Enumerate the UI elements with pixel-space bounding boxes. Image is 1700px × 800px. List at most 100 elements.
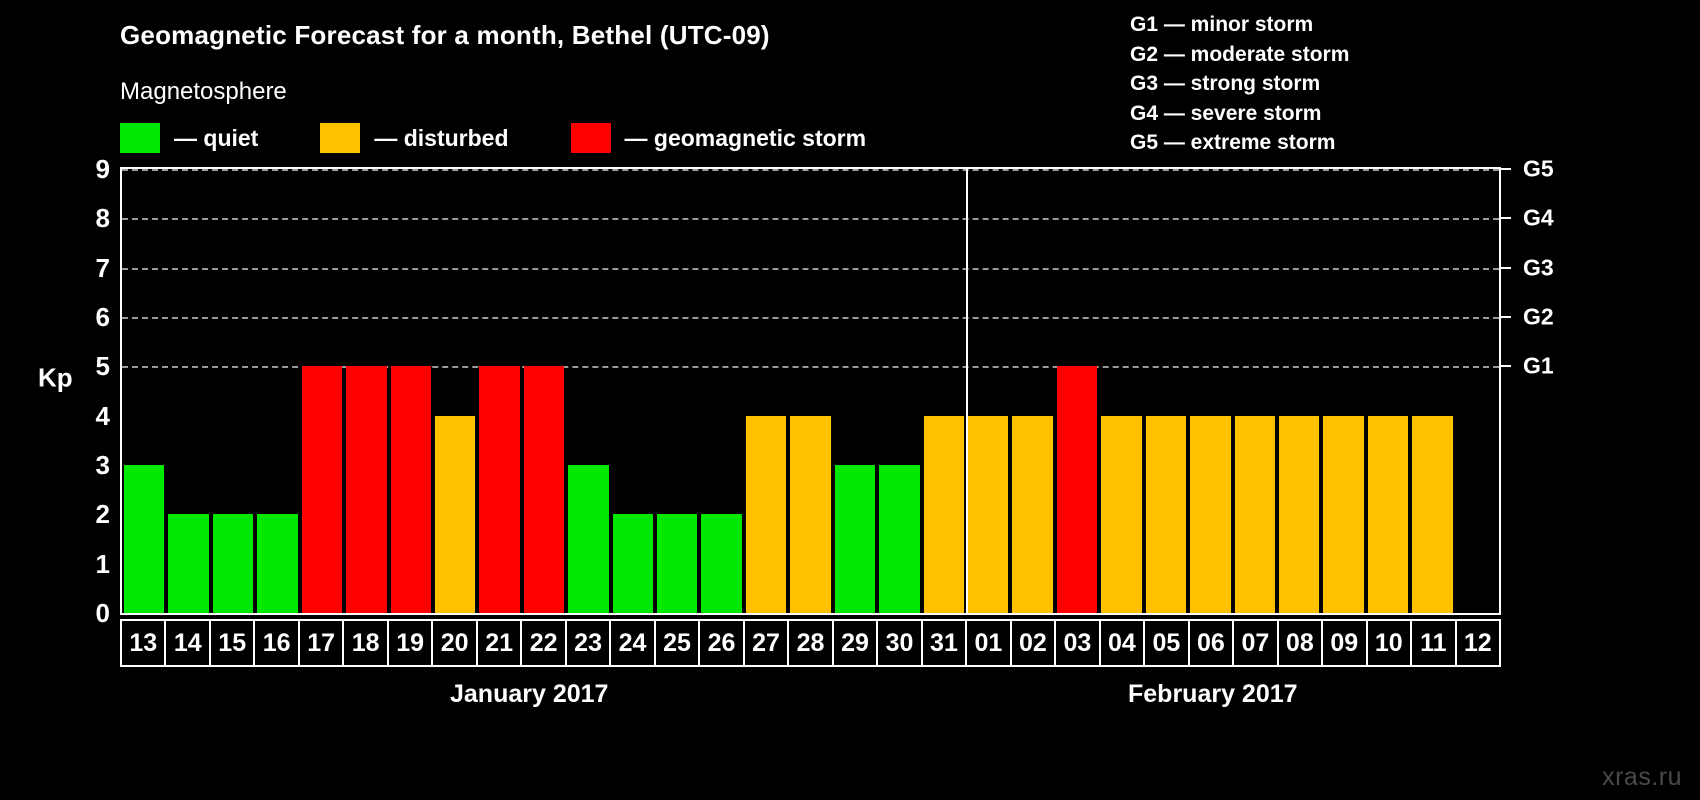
day-cell[interactable]: 11 [1410, 619, 1457, 667]
bar [1323, 415, 1364, 613]
day-cell[interactable]: 16 [253, 619, 300, 667]
bar-cell [1055, 169, 1099, 613]
bar [1145, 415, 1187, 613]
day-cell[interactable]: 02 [1009, 619, 1057, 667]
y-tick-label: 5 [95, 351, 110, 382]
bar-cell [655, 169, 699, 613]
bars [122, 169, 1499, 613]
bar-cell [1410, 169, 1454, 613]
g-axis: G1 G2 G3 G4 G5 [1501, 157, 1631, 615]
bar [968, 415, 1009, 613]
g-tick-label: G4 [1523, 204, 1554, 231]
day-cell[interactable]: 06 [1187, 619, 1235, 667]
day-label: 27 [752, 628, 780, 657]
bar-cell [566, 169, 610, 613]
y-axis-title: Kp [38, 362, 73, 393]
day-cell[interactable]: 22 [520, 619, 567, 667]
day-cell[interactable]: 03 [1054, 619, 1101, 667]
day-cell[interactable]: 30 [876, 619, 923, 667]
bar-cell [611, 169, 655, 613]
day-cell[interactable]: 25 [653, 619, 701, 667]
bar [790, 415, 831, 613]
gridline [122, 169, 1499, 171]
gridline [122, 267, 1499, 270]
y-tick-label: 8 [95, 203, 110, 234]
day-cell[interactable]: 23 [564, 619, 612, 667]
day-cell[interactable]: 10 [1365, 619, 1413, 667]
bar [212, 514, 254, 613]
bar [657, 514, 698, 613]
day-cell[interactable]: 14 [164, 619, 211, 667]
legend: — quiet — disturbed — geomagnetic storm [120, 122, 866, 154]
day-cell[interactable]: 04 [1098, 619, 1146, 667]
bar [1278, 415, 1320, 613]
g-tick-mark [1501, 365, 1511, 368]
bar-cell [1099, 169, 1143, 613]
day-cell[interactable]: 26 [698, 619, 745, 667]
day-cell[interactable]: 13 [120, 619, 167, 667]
bar [1190, 415, 1231, 613]
day-cell[interactable]: 29 [831, 619, 879, 667]
day-cell[interactable]: 27 [742, 619, 790, 667]
day-label: 24 [618, 628, 647, 657]
bar-cell [833, 169, 877, 613]
day-cell[interactable]: 31 [920, 619, 968, 667]
g-tick-label: G3 [1523, 254, 1554, 281]
legend-label-quiet: — quiet [174, 124, 259, 151]
bar [168, 514, 209, 613]
gscale-key-row: G5 — extreme storm [1130, 131, 1336, 154]
plot-area [120, 167, 1501, 615]
day-cell[interactable]: 09 [1321, 619, 1368, 667]
day-cell[interactable]: 07 [1232, 619, 1279, 667]
y-tick-label: 1 [95, 548, 110, 579]
day-label: 04 [1107, 628, 1136, 657]
gscale-key-row: G3 — strong storm [1130, 72, 1321, 95]
day-cell[interactable]: 28 [787, 619, 834, 667]
day-cell[interactable]: 05 [1143, 619, 1190, 667]
bar-cell [300, 169, 344, 613]
day-cell[interactable]: 08 [1276, 619, 1324, 667]
legend-heading: Magnetosphere [120, 78, 287, 105]
day-cell[interactable]: 19 [386, 619, 434, 667]
day-label: 20 [440, 628, 469, 657]
day-label: 16 [262, 628, 291, 657]
bar-cell [122, 169, 166, 613]
bar-cell [522, 169, 566, 613]
y-tick-label: 9 [95, 154, 110, 184]
day-label: 29 [841, 628, 869, 657]
day-axis: 13 14 15 16 17 18 19 20 21 22 23 24 25 26 27 28 29 30 31 01… [120, 619, 1502, 667]
bar-cell [255, 169, 299, 613]
day-cell[interactable]: 21 [475, 619, 523, 667]
bar [745, 415, 787, 613]
day-cell[interactable]: 18 [342, 619, 389, 667]
day-cell[interactable]: 15 [208, 619, 256, 667]
bar-cell [1144, 169, 1188, 613]
g-tick-label: G1 [1523, 352, 1554, 379]
day-cell[interactable]: 01 [965, 619, 1012, 667]
day-label: 31 [930, 628, 958, 657]
bar-cell [477, 169, 521, 613]
g-tick-mark [1501, 266, 1511, 269]
y-tick-label: 0 [95, 598, 110, 628]
month-caption-january: January 2017 [450, 680, 609, 708]
bar-cell [1277, 169, 1321, 613]
legend-swatch-storm-icon [570, 123, 611, 153]
bar-cell [966, 169, 1010, 613]
day-label: 08 [1285, 628, 1314, 657]
day-label: 23 [574, 628, 602, 657]
gscale-key-row: G2 — moderate storm [1130, 42, 1350, 66]
day-label: 28 [796, 628, 825, 657]
gscale-key-row: G1 — minor storm [1130, 13, 1314, 36]
day-cell[interactable]: 17 [297, 619, 345, 667]
day-label: 21 [485, 628, 514, 657]
day-cell[interactable]: 20 [431, 619, 478, 667]
bar [923, 415, 965, 613]
g-tick-mark [1501, 217, 1511, 220]
bar [879, 465, 920, 613]
day-cell[interactable]: 24 [609, 619, 656, 667]
day-cell[interactable]: 12 [1454, 619, 1502, 667]
day-label: 12 [1463, 628, 1492, 657]
day-label: 07 [1241, 628, 1270, 657]
day-label: 02 [1019, 628, 1047, 657]
bar [568, 465, 609, 613]
